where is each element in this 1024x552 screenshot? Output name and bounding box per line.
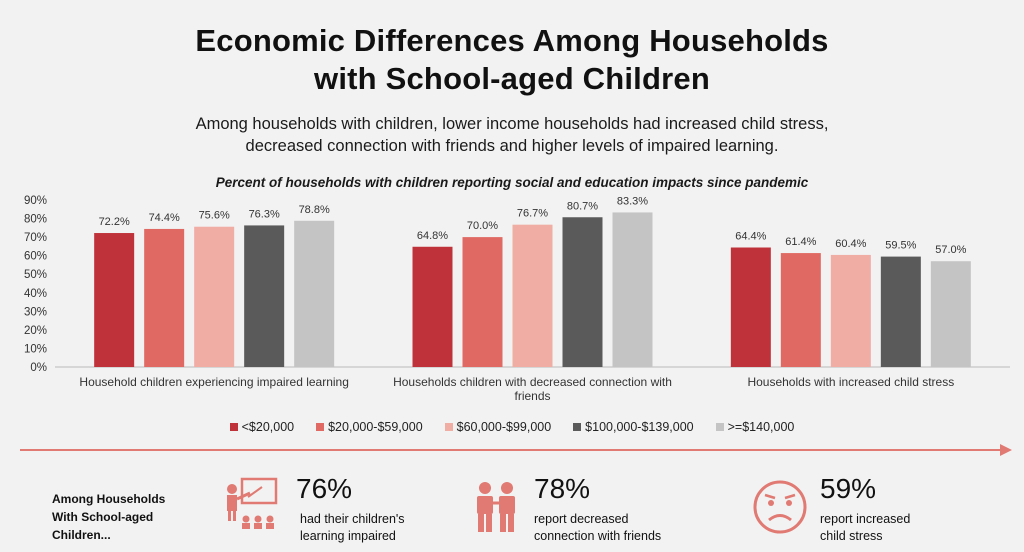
data-label: 76.7% xyxy=(517,208,548,220)
stressed-face-icon xyxy=(753,480,807,534)
stat-desc-line-2: child stress xyxy=(820,529,883,543)
title-line-1: Economic Differences Among Households xyxy=(195,23,829,58)
legend-swatch xyxy=(444,423,453,431)
bar xyxy=(930,261,971,367)
bar xyxy=(612,212,653,367)
y-tick-label: 70% xyxy=(24,232,47,244)
bar xyxy=(244,225,285,367)
y-tick-label: 0% xyxy=(30,362,47,374)
data-label: 78.8% xyxy=(299,204,330,216)
footer-label-line-3: Children... xyxy=(52,528,111,542)
data-label: 72.2% xyxy=(99,216,130,228)
bar xyxy=(512,224,553,367)
subtitle-line-2: decreased connection with friends and hi… xyxy=(245,137,779,155)
legend-swatch xyxy=(316,423,325,431)
friends-icon xyxy=(477,482,515,532)
legend-item: $100,000-$139,000 xyxy=(573,420,694,434)
page-subtitle: Among households with children, lower in… xyxy=(0,113,1024,157)
stat-pct: 76% xyxy=(296,473,353,504)
data-label: 80.7% xyxy=(567,200,598,212)
bar-chart: 0% 10% 20% 30% 40% 50% 60% 70% 80% 90% 72.2% 74.4% 7… xyxy=(24,195,1010,403)
data-label: 60.4% xyxy=(835,238,866,250)
data-label: 57.0% xyxy=(935,244,966,256)
category-label: friends xyxy=(514,389,550,403)
legend-swatch xyxy=(573,423,582,431)
category-label: Household children experiencing impaired… xyxy=(79,375,349,389)
category-label: Households children with decreased conne… xyxy=(393,375,672,389)
title-line-2: with School-aged Children xyxy=(314,61,710,96)
legend-swatch xyxy=(229,423,238,431)
legend-label: $20,000-$59,000 xyxy=(328,420,423,434)
legend-item: >=$140,000 xyxy=(715,420,795,434)
data-label: 83.3% xyxy=(617,195,648,207)
bar xyxy=(880,256,921,367)
stat-pct: 59% xyxy=(820,473,877,504)
legend-label: $60,000-$99,000 xyxy=(456,420,552,434)
bar xyxy=(94,233,135,367)
bar xyxy=(144,228,185,367)
legend-swatch xyxy=(715,423,724,431)
stat-desc-line-1: report increased xyxy=(820,512,911,526)
category-label: Households with increased child stress xyxy=(747,375,954,389)
page-title: Economic Differences Among Households wi… xyxy=(0,22,1024,98)
y-tick-label: 20% xyxy=(24,325,47,337)
stat-desc-line-2: learning impaired xyxy=(300,529,396,543)
chart-title: Percent of households with children repo… xyxy=(215,175,809,190)
bar xyxy=(294,220,335,367)
y-tick-label: 30% xyxy=(24,306,47,318)
legend-item: $60,000-$99,000 xyxy=(444,420,552,434)
data-label: 70.0% xyxy=(467,220,498,232)
data-label: 59.5% xyxy=(885,240,916,252)
stat-desc-line-1: had their children's xyxy=(300,512,405,526)
chart-legend: <$20,000 $20,000-$59,000 $60,000-$99,000 $1… xyxy=(0,420,1024,434)
stat-desc: report increased child stress xyxy=(820,511,990,545)
subtitle-line-1: Among households with children, lower in… xyxy=(195,115,829,133)
y-tick-label: 80% xyxy=(24,214,47,226)
teacher-icon xyxy=(227,477,278,529)
bar xyxy=(194,226,235,367)
y-tick-label: 40% xyxy=(24,288,47,300)
data-label: 61.4% xyxy=(785,236,816,248)
stat-pct: 78% xyxy=(534,473,591,504)
legend-item: $20,000-$59,000 xyxy=(316,420,423,434)
bar xyxy=(730,247,771,367)
data-label: 74.4% xyxy=(149,212,180,224)
data-label: 75.6% xyxy=(199,210,230,222)
footer-label-line-2: With School-aged xyxy=(52,510,154,524)
bar xyxy=(780,253,821,367)
footer-label: Among Households With School-aged Childr… xyxy=(52,490,192,544)
stat-desc-line-2: connection with friends xyxy=(534,529,662,543)
stat-desc-line-1: report decreased xyxy=(534,512,629,526)
y-tick-label: 10% xyxy=(24,343,47,355)
y-tick-label: 90% xyxy=(24,195,47,207)
bar xyxy=(412,246,453,367)
footer-label-line-1: Among Households xyxy=(52,492,166,506)
bar xyxy=(562,217,603,367)
legend-label: <$20,000 xyxy=(241,420,295,434)
y-tick-label: 50% xyxy=(24,269,47,281)
y-tick-label: 60% xyxy=(24,251,47,263)
stat-desc: had their children's learning impaired xyxy=(300,511,470,545)
bar xyxy=(830,254,871,367)
data-label: 76.3% xyxy=(249,208,280,220)
legend-label: $100,000-$139,000 xyxy=(585,420,694,434)
data-label: 64.8% xyxy=(417,230,448,242)
data-label: 64.4% xyxy=(735,231,766,243)
divider-arrow xyxy=(20,444,1012,456)
legend-label: >=$140,000 xyxy=(727,420,795,434)
bar xyxy=(462,237,503,367)
stat-desc: report decreased connection with friends xyxy=(534,511,704,545)
legend-item: <$20,000 xyxy=(229,420,295,434)
